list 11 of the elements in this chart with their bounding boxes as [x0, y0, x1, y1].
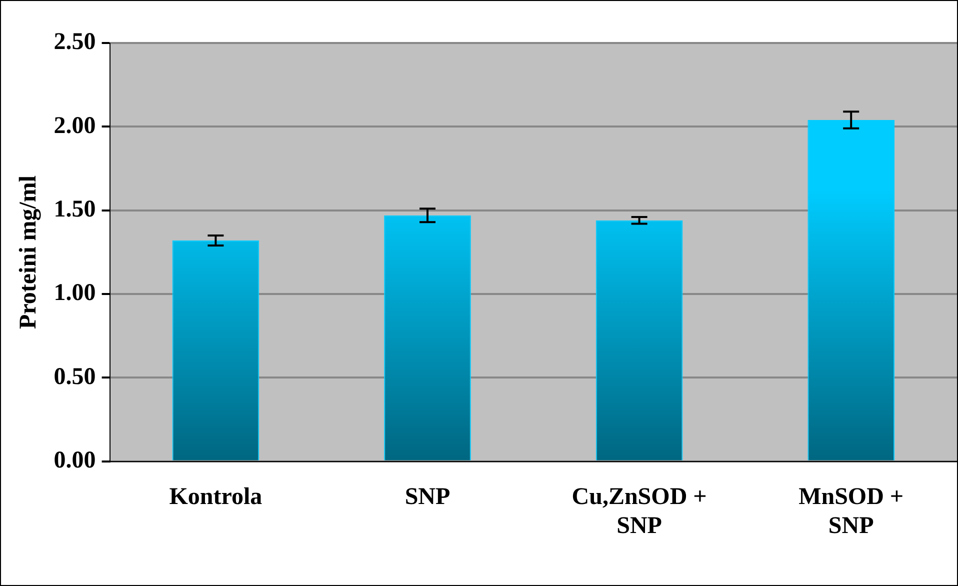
- y-tick-label: 1.50: [54, 196, 96, 223]
- x-tick-label: SNP: [404, 484, 450, 510]
- x-tick-label: Cu,ZnSOD + SNP: [572, 484, 707, 539]
- x-tick-label: Kontrola: [169, 484, 262, 510]
- y-tick-label: 1.00: [54, 280, 96, 306]
- y-tick-label: 0.50: [54, 364, 96, 390]
- y-tick-label: 0.00: [54, 448, 96, 474]
- y-tick-label: 2.00: [54, 112, 96, 139]
- y-axis-title: Proteini mg/ml: [16, 175, 42, 329]
- y-tick-label: 2.50: [54, 29, 96, 56]
- x-tick-label: MnSOD + SNP: [798, 484, 904, 539]
